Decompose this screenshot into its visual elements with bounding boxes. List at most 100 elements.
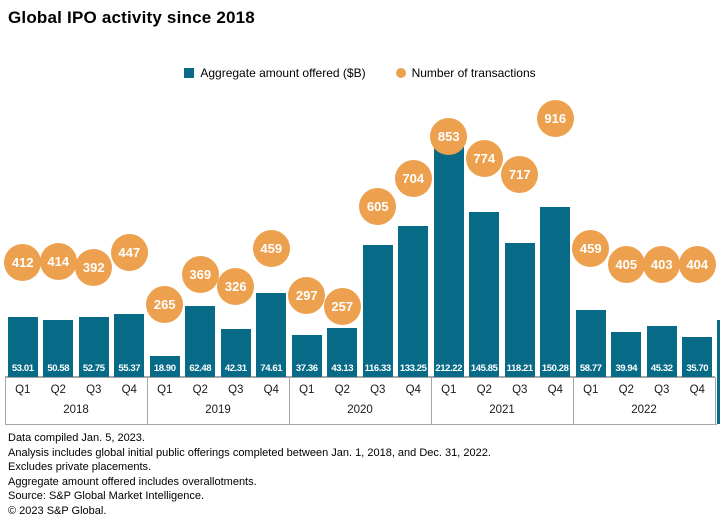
x-axis-quarter-label: Q2 bbox=[334, 384, 350, 396]
x-axis-quarter-label: Q3 bbox=[512, 384, 528, 396]
bar-quarter-amount: 145.85 bbox=[469, 211, 500, 377]
bar-quarter-amount: 133.25 bbox=[398, 226, 429, 377]
bar-value-label: 212.22 bbox=[435, 362, 463, 374]
bar-series-swatch-icon bbox=[184, 68, 195, 78]
x-axis-quarter-label: Q1 bbox=[157, 384, 173, 396]
footnotes: Data compiled Jan. 5, 2023. Analysis incl… bbox=[8, 431, 491, 519]
bar-quarter-amount: 62.48 bbox=[185, 306, 216, 377]
x-axis-year-label: 2018 bbox=[63, 404, 89, 416]
transactions-bubble: 369 bbox=[181, 255, 219, 293]
bar-value-label: 43.13 bbox=[331, 362, 354, 374]
bar-value-label: 58.77 bbox=[579, 362, 602, 374]
footnote-line: Analysis includes global initial public … bbox=[8, 446, 491, 459]
bar-quarter-amount: 37.36 bbox=[291, 334, 322, 377]
x-axis-quarter-label: Q4 bbox=[121, 384, 137, 396]
x-axis-quarter-label: Q1 bbox=[299, 384, 315, 396]
bar-value-label: 74.61 bbox=[260, 362, 283, 374]
transactions-bubble: 774 bbox=[465, 140, 503, 178]
bar-value-label: 42.31 bbox=[224, 362, 247, 374]
x-axis-quarter-label: Q2 bbox=[476, 384, 492, 396]
bar-quarter-amount: 42.31 bbox=[220, 329, 251, 377]
x-axis-quarter-label: Q2 bbox=[618, 384, 634, 396]
transactions-bubble: 326 bbox=[217, 268, 255, 306]
x-axis-quarter-label: Q4 bbox=[263, 384, 279, 396]
transactions-bubble: 392 bbox=[75, 249, 113, 287]
right-edge-cropped-bar bbox=[717, 320, 720, 424]
bar-quarter-amount: 52.75 bbox=[78, 317, 109, 377]
transactions-bubble: 405 bbox=[607, 245, 645, 283]
bar-value-label: 35.70 bbox=[686, 362, 709, 374]
bar-quarter-amount: 39.94 bbox=[611, 331, 642, 377]
x-axis-quarter-label: Q4 bbox=[689, 384, 705, 396]
footnote-line: Excludes private placements. bbox=[8, 461, 152, 474]
x-axis-quarter-label: Q4 bbox=[547, 384, 563, 396]
x-axis-year-label: 2019 bbox=[205, 404, 231, 416]
transactions-bubble: 404 bbox=[678, 245, 716, 283]
legend-item-transactions: Number of transactions bbox=[395, 66, 536, 80]
transactions-bubble: 605 bbox=[359, 188, 397, 226]
bar-quarter-amount: 53.01 bbox=[7, 316, 38, 377]
chart-legend: Aggregate amount offered ($B) Number of … bbox=[0, 66, 720, 80]
bar-value-label: 39.94 bbox=[615, 362, 638, 374]
x-axis-quarter-label: Q3 bbox=[654, 384, 670, 396]
bar-quarter-amount: 50.58 bbox=[43, 319, 74, 377]
bar-quarter-amount: 118.21 bbox=[504, 243, 535, 377]
x-axis-quarter-label: Q1 bbox=[15, 384, 31, 396]
x-axis-quarter-label: Q2 bbox=[50, 384, 66, 396]
x-axis-year-label: 2021 bbox=[489, 404, 515, 416]
transactions-bubble: 403 bbox=[643, 246, 681, 284]
bar-quarter-amount: 74.61 bbox=[256, 292, 287, 377]
bar-quarter-amount: 212.22 bbox=[433, 136, 464, 377]
year-separator bbox=[573, 377, 574, 424]
bar-value-label: 52.75 bbox=[82, 362, 105, 374]
x-axis-quarter-label: Q3 bbox=[228, 384, 244, 396]
bar-value-label: 53.01 bbox=[11, 362, 34, 374]
chart-title: Global IPO activity since 2018 bbox=[8, 8, 255, 27]
footnote-line: Source: S&P Global Market Intelligence. bbox=[8, 490, 205, 503]
x-axis-quarter-label: Q1 bbox=[441, 384, 457, 396]
transactions-bubble: 459 bbox=[252, 230, 290, 268]
bar-quarter-amount: 35.70 bbox=[682, 336, 713, 377]
bar-quarter-amount: 18.90 bbox=[149, 355, 180, 377]
bar-value-label: 37.36 bbox=[295, 362, 318, 374]
year-separator bbox=[715, 377, 716, 424]
x-axis-baseline bbox=[5, 376, 715, 378]
year-separator bbox=[431, 377, 432, 424]
transactions-bubble: 916 bbox=[536, 99, 574, 137]
bar-value-label: 55.37 bbox=[118, 362, 141, 374]
bubble-series-swatch-icon bbox=[395, 68, 406, 78]
x-axis-bottom-line bbox=[5, 424, 717, 425]
year-separator bbox=[147, 377, 148, 424]
x-axis-quarter-label: Q2 bbox=[192, 384, 208, 396]
bar-quarter-amount: 116.33 bbox=[362, 245, 393, 377]
bar-value-label: 50.58 bbox=[47, 362, 70, 374]
transactions-bubble: 853 bbox=[430, 117, 468, 155]
legend-label-amount: Aggregate amount offered ($B) bbox=[200, 66, 366, 80]
transactions-bubble: 265 bbox=[146, 285, 184, 323]
x-axis-quarter-label: Q3 bbox=[370, 384, 386, 396]
transactions-bubble: 257 bbox=[323, 287, 361, 325]
transactions-bubble: 297 bbox=[288, 276, 326, 314]
bar-quarter-amount: 45.32 bbox=[646, 325, 677, 377]
transactions-bubble: 412 bbox=[4, 243, 42, 281]
bar-quarter-amount: 150.28 bbox=[540, 206, 571, 377]
legend-label-transactions: Number of transactions bbox=[411, 66, 536, 80]
transactions-bubble: 704 bbox=[394, 160, 432, 198]
x-axis-year-label: 2020 bbox=[347, 404, 373, 416]
bar-value-label: 145.85 bbox=[470, 362, 498, 374]
bar-value-label: 18.90 bbox=[153, 362, 176, 374]
transactions-bubble: 717 bbox=[501, 156, 539, 194]
bar-quarter-amount: 55.37 bbox=[114, 314, 145, 377]
bar-value-label: 150.28 bbox=[541, 362, 569, 374]
bar-quarter-amount: 43.13 bbox=[327, 328, 358, 377]
x-axis-year-label: 2022 bbox=[631, 404, 657, 416]
legend-item-amount: Aggregate amount offered ($B) bbox=[184, 66, 366, 80]
transactions-bubble: 414 bbox=[39, 243, 77, 281]
bar-value-label: 118.21 bbox=[506, 362, 534, 374]
bar-quarter-amount: 58.77 bbox=[575, 310, 606, 377]
footnote-line: © 2023 S&P Global. bbox=[8, 504, 107, 517]
x-axis-quarter-label: Q4 bbox=[405, 384, 421, 396]
bar-value-label: 133.25 bbox=[399, 362, 427, 374]
bar-value-label: 62.48 bbox=[189, 362, 212, 374]
